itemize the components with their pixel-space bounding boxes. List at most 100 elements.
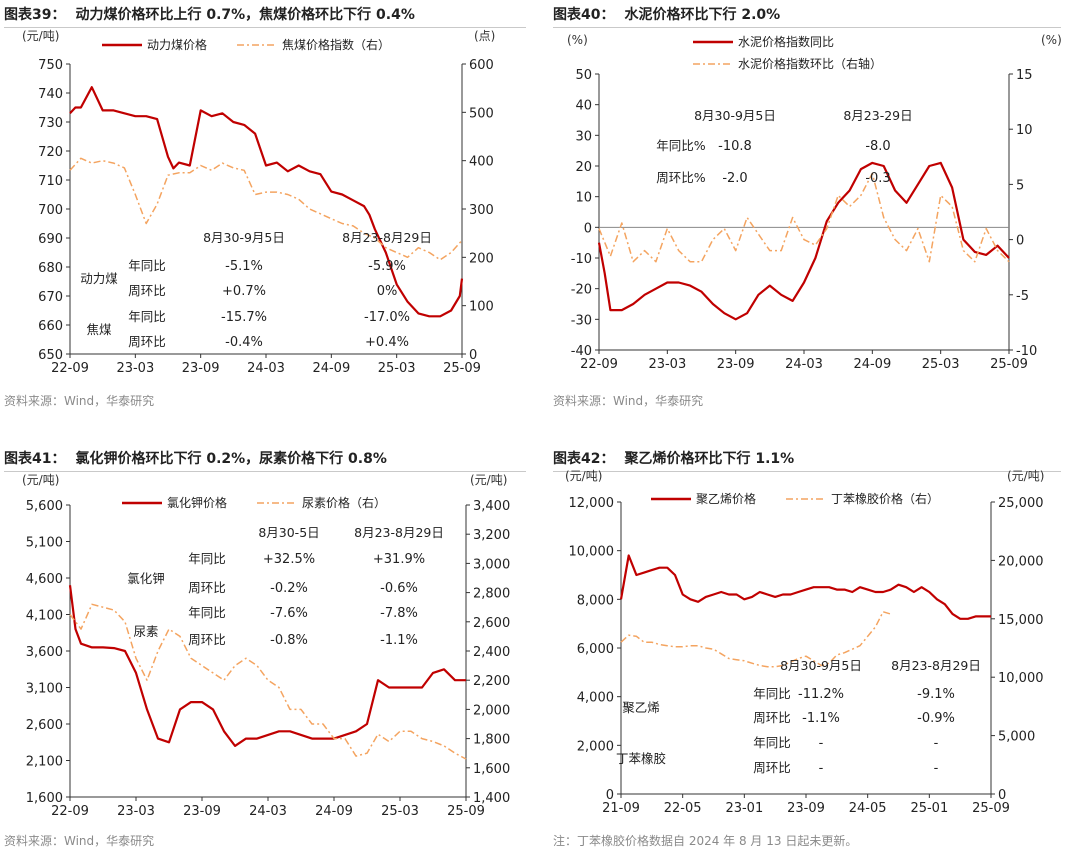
- table-value: -7.6%: [270, 606, 308, 621]
- y-right-tick-label: 0: [998, 788, 1006, 803]
- legend-label: 水泥价格指数环比（右轴）: [738, 56, 882, 71]
- y-left-tick-label: 1,600: [26, 791, 63, 806]
- y-left-tick-label: 2,600: [26, 718, 63, 733]
- x-tick-label: 23-03: [116, 361, 154, 376]
- x-tick-label: 23-09: [182, 361, 220, 376]
- table-value: -9.1%: [917, 687, 955, 702]
- table-value: -: [819, 736, 824, 751]
- y-left-tick-label: 2,000: [577, 739, 614, 754]
- table-group-label: 丁苯橡胶: [616, 751, 666, 766]
- table-value: -5.1%: [225, 259, 263, 274]
- series-line-primary: [68, 585, 466, 747]
- legend-label: 氯化钾价格: [167, 495, 227, 510]
- chart-panel-coal: 图表39： 动力煤价格环比上行 0.7%，焦煤价格环比下行 0.4% (元/吨)(…: [4, 4, 526, 414]
- table-value: -10.8: [718, 139, 752, 154]
- y-left-tick-label: 10,000: [569, 545, 615, 560]
- table-value: -0.9%: [917, 711, 955, 726]
- y-right-tick-label: -5: [1016, 289, 1029, 304]
- y-left-tick-label: 670: [38, 290, 63, 305]
- y-left-unit: (元/吨): [22, 29, 59, 43]
- x-tick-label: 24-09: [853, 357, 891, 372]
- table-value: -8.0: [865, 139, 890, 154]
- x-tick-label: 22-09: [51, 804, 89, 819]
- y-left-tick-label: 4,600: [26, 572, 63, 587]
- y-left-tick-label: -40: [571, 344, 592, 359]
- series-line-secondary: [69, 603, 467, 760]
- table-group-label: 尿素: [133, 624, 158, 639]
- y-left-tick-label: 30: [575, 129, 592, 144]
- y-right-unit: (%): [1041, 33, 1062, 47]
- title-text: 氯化钾价格环比下行 0.2%，尿素价格下行 0.8%: [75, 451, 387, 467]
- table-value: +0.7%: [222, 284, 266, 299]
- x-tick-label: 24-03: [247, 361, 285, 376]
- y-left-tick-label: 8,000: [577, 593, 614, 608]
- y-right-tick-label: 2,800: [473, 587, 510, 602]
- y-right-tick-label: 2,400: [473, 645, 510, 660]
- table-header: 8月23-8月29日: [891, 658, 981, 673]
- source-note: 资料来源：Wind，华泰研究: [4, 394, 155, 408]
- y-left-tick-label: 5,600: [26, 499, 63, 514]
- table-row-label: 周环比: [753, 760, 791, 775]
- table-header: 8月30-9月5日: [203, 230, 285, 245]
- chart-title: 图表40： 水泥价格环比下行 2.0%: [553, 4, 1061, 28]
- title-text: 动力煤价格环比上行 0.7%，焦煤价格环比下行 0.4%: [75, 7, 415, 23]
- x-tick-label: 25-01: [910, 801, 948, 816]
- fertilizer-chart: (元/吨) (元/吨) 5,600 5,100 4,600 4,100 3,600 3,100…: [22, 473, 510, 819]
- legend-label: 丁苯橡胶价格（右）: [831, 491, 939, 506]
- y-right-tick-label: 0: [469, 348, 477, 363]
- y-left-tick-label: 10: [575, 191, 592, 206]
- table-value: -: [934, 736, 939, 751]
- chart-panel-polyethylene: 图表42： 聚乙烯价格环比下行 1.1% (元/吨) (元/吨) 12,000 10,0…: [553, 448, 1063, 853]
- y-right-tick-label: 15,000: [998, 613, 1044, 628]
- source-note: 资料来源：Wind，华泰研究: [4, 834, 155, 848]
- y-left-tick-label: 680: [38, 261, 63, 276]
- series-line-primary: [619, 554, 991, 620]
- table-value: -0.2%: [270, 581, 308, 596]
- x-tick-label: 24-03: [785, 357, 823, 372]
- legend-label: 水泥价格指数同比: [738, 34, 834, 49]
- chart-panel-fertilizer: 图表41： 氯化钾价格环比下行 0.2%，尿素价格下行 0.8% (元/吨) (元/…: [4, 448, 526, 853]
- table-header: 8月23-8月29日: [354, 525, 444, 540]
- y-left-tick-label: 0: [606, 788, 614, 803]
- series-line-primary: [597, 161, 1010, 321]
- table-value: -1.1%: [802, 711, 840, 726]
- series-line-secondary: [598, 172, 1010, 263]
- y-left-tick-label: 6,000: [577, 642, 614, 657]
- table-row-label: 年同比: [188, 551, 226, 566]
- source-note: 资料来源：Wind，华泰研究: [553, 394, 704, 408]
- table-row-label: 年同比: [753, 735, 791, 750]
- legend-label: 动力煤价格: [147, 37, 207, 52]
- table-value: -0.3: [865, 171, 890, 186]
- y-right-tick-label: 10: [1016, 123, 1033, 138]
- x-tick-label: 25-09: [990, 357, 1028, 372]
- coal-chart: (元/吨) (点) 750 740 730 720 710 700 690 680 670 660 65…: [22, 29, 495, 376]
- y-left-tick-label: 710: [38, 174, 63, 189]
- y-right-tick-label: 5,000: [998, 730, 1035, 745]
- chart-panel-cement: 图表40： 水泥价格环比下行 2.0% (%) (%) 50 40 30 20 10 0 -10-…: [553, 4, 1063, 414]
- y-left-tick-label: 0: [584, 221, 592, 236]
- y-left-unit: (%): [567, 33, 588, 47]
- y-left-tick-label: 2,100: [26, 755, 63, 770]
- y-right-tick-label: 400: [469, 155, 494, 170]
- y-left-tick-label: 4,000: [577, 691, 614, 706]
- y-right-tick-label: -10: [1016, 344, 1037, 359]
- table-value: -: [819, 761, 824, 776]
- chart-title: 图表41： 氯化钾价格环比下行 0.2%，尿素价格下行 0.8%: [4, 448, 526, 472]
- table-value: -2.0: [722, 171, 747, 186]
- table-row-label: 周环比: [188, 580, 226, 595]
- y-right-tick-label: 10,000: [998, 671, 1044, 686]
- y-left-tick-label: -30: [571, 313, 592, 328]
- title-text: 聚乙烯价格环比下行 1.1%: [624, 451, 795, 467]
- y-right-tick-label: 2,600: [473, 616, 510, 631]
- table-header: 8月30-5日: [258, 525, 319, 540]
- table-value: -17.0%: [364, 310, 410, 325]
- x-tick-label: 23-01: [725, 801, 763, 816]
- table-value: +0.4%: [365, 335, 409, 350]
- table-group-label: 焦煤: [86, 322, 112, 337]
- title-text: 水泥价格环比下行 2.0%: [624, 7, 781, 23]
- series-line-secondary: [69, 157, 463, 261]
- y-right-unit: (点): [474, 29, 495, 43]
- y-left-tick-label: 5,100: [26, 536, 63, 551]
- y-right-tick-label: 5: [1016, 178, 1024, 193]
- legend-label: 聚乙烯价格: [696, 491, 756, 506]
